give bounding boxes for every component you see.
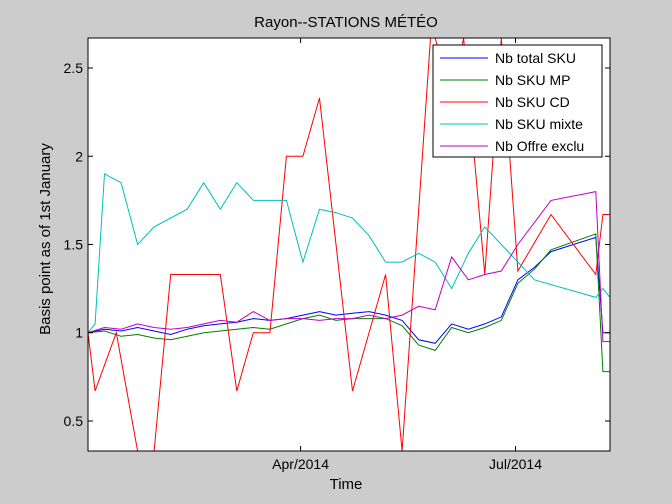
legend-label-5: Nb Offre exclu	[495, 138, 584, 154]
y-tick-label: 2.5	[64, 60, 84, 76]
x-tick-label: Apr/2014	[272, 456, 329, 472]
y-tick-label: 2	[75, 148, 83, 164]
series-line-5	[88, 190, 610, 343]
legend-label-2: Nb SKU MP	[495, 72, 570, 88]
legend-label-4: Nb SKU mixte	[495, 116, 583, 132]
x-tick-label: Jul/2014	[489, 456, 542, 472]
legend-box	[432, 44, 603, 158]
y-tick-label: 0.5	[64, 413, 84, 429]
legend: Nb total SKU Nb SKU MP Nb SKU CD Nb SKU mix…	[432, 44, 603, 158]
series-line-4	[88, 173, 610, 334]
y-tick-label: 1	[75, 325, 83, 341]
y-tick-label: 1.5	[64, 237, 84, 253]
x-axis-label: Time	[330, 476, 363, 493]
legend-label-1: Nb total SKU	[495, 50, 576, 66]
chart-title: Rayon--STATIONS MÉTÉO	[254, 14, 438, 31]
tick-layer: 0.5 1 1.5 2 2.5 Apr/2014 Jul/2014	[64, 38, 610, 472]
legend-label-3: Nb SKU CD	[495, 94, 570, 110]
y-axis-label: Basis point as of 1st January	[37, 143, 54, 335]
